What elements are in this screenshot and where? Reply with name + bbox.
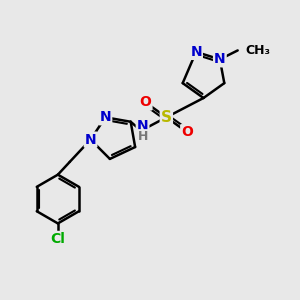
Text: S: S [161, 110, 172, 125]
Text: CH₃: CH₃ [245, 44, 270, 57]
Text: O: O [181, 125, 193, 139]
Text: N: N [85, 133, 96, 147]
Text: N: N [137, 118, 148, 133]
Text: N: N [100, 110, 111, 124]
Text: Cl: Cl [50, 232, 65, 246]
Text: N: N [190, 45, 202, 59]
Text: O: O [140, 95, 152, 110]
Text: H: H [137, 130, 148, 143]
Text: N: N [214, 52, 226, 66]
